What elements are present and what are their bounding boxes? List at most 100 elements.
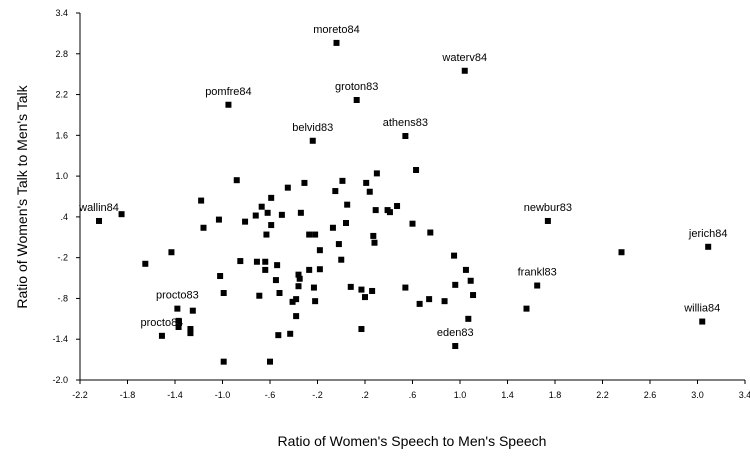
point — [312, 298, 319, 305]
point — [276, 290, 283, 297]
point — [332, 188, 339, 195]
x-tick-label: -.6 — [265, 390, 276, 400]
point — [339, 177, 346, 184]
point — [343, 220, 349, 227]
point — [237, 258, 244, 265]
point — [297, 209, 304, 216]
point — [402, 284, 409, 291]
x-tick-label: 1.0 — [454, 390, 467, 400]
point — [452, 343, 459, 350]
x-axis-title: Ratio of Women's Speech to Men's Speech — [278, 433, 547, 449]
point — [705, 243, 712, 250]
point — [316, 266, 323, 273]
point — [366, 188, 373, 195]
y-tick-label: 1.0 — [55, 171, 68, 181]
point-label: willia84 — [683, 303, 720, 315]
point — [338, 256, 345, 263]
point — [316, 247, 323, 254]
y-tick-label: -2.0 — [52, 375, 68, 385]
point — [252, 212, 259, 219]
point — [416, 300, 423, 307]
point — [275, 332, 282, 339]
point — [284, 184, 291, 191]
point — [358, 286, 365, 293]
point — [335, 241, 342, 248]
point — [278, 211, 285, 218]
point — [253, 258, 260, 265]
point — [329, 224, 336, 231]
point — [699, 318, 706, 325]
point — [353, 96, 360, 103]
point — [452, 281, 459, 288]
point — [220, 290, 227, 297]
point — [198, 197, 205, 204]
x-tick-label: 2.6 — [644, 390, 657, 400]
point-label: waterv84 — [441, 52, 487, 64]
point — [220, 358, 227, 365]
point — [534, 282, 541, 289]
point — [256, 292, 263, 299]
point — [295, 283, 302, 290]
point — [544, 217, 551, 224]
point — [306, 231, 313, 238]
x-tick-label: -1.8 — [120, 390, 136, 400]
point — [370, 232, 377, 239]
x-tick-label: -2.2 — [72, 390, 88, 400]
point — [461, 67, 468, 74]
x-tick-label: -1.0 — [215, 390, 231, 400]
x-tick-label: 3.0 — [691, 390, 704, 400]
point — [347, 283, 354, 290]
point — [372, 207, 379, 214]
point — [358, 326, 365, 333]
y-tick-label: 1.6 — [55, 130, 68, 140]
point-label: jerich84 — [688, 228, 728, 240]
point — [225, 101, 232, 108]
point — [262, 258, 269, 265]
x-tick-label: 1.8 — [549, 390, 562, 400]
point — [268, 222, 275, 229]
point — [467, 277, 474, 284]
y-tick-label: -1.4 — [52, 334, 68, 344]
point — [272, 277, 279, 284]
y-tick-label: 2.8 — [55, 49, 68, 59]
x-tick-label: -.2 — [312, 390, 323, 400]
point — [158, 332, 165, 339]
point-label: newbur83 — [524, 202, 572, 214]
point-label: eden83 — [437, 327, 474, 339]
point — [362, 294, 368, 301]
point — [371, 239, 378, 246]
point — [242, 218, 249, 225]
point — [470, 292, 477, 299]
point — [295, 271, 302, 278]
point — [187, 330, 194, 337]
x-tick-label: .2 — [361, 390, 369, 400]
point — [402, 133, 409, 140]
point — [451, 252, 458, 259]
point-label: procto84 — [141, 317, 184, 329]
point — [268, 194, 275, 201]
y-axis-title: Ratio of Women's Talk to Men's Talk — [14, 84, 30, 308]
point — [413, 166, 420, 173]
point — [233, 177, 240, 184]
y-tick-label: -.2 — [57, 253, 68, 263]
point-label: moreto84 — [313, 24, 359, 36]
point — [287, 330, 294, 337]
point — [189, 307, 196, 314]
point — [174, 305, 181, 312]
y-tick-label: 3.4 — [55, 8, 68, 18]
point — [369, 287, 376, 294]
point-label: procto83 — [156, 290, 199, 302]
point — [394, 203, 401, 210]
point — [175, 323, 182, 330]
point — [200, 224, 207, 231]
point — [289, 298, 296, 305]
point — [258, 203, 265, 210]
point — [309, 137, 316, 144]
y-tick-label: -.8 — [57, 293, 68, 303]
y-tick-label: .4 — [60, 212, 68, 222]
point-label: frankl83 — [518, 267, 557, 279]
point-label: athens83 — [383, 117, 428, 129]
point — [306, 266, 313, 273]
